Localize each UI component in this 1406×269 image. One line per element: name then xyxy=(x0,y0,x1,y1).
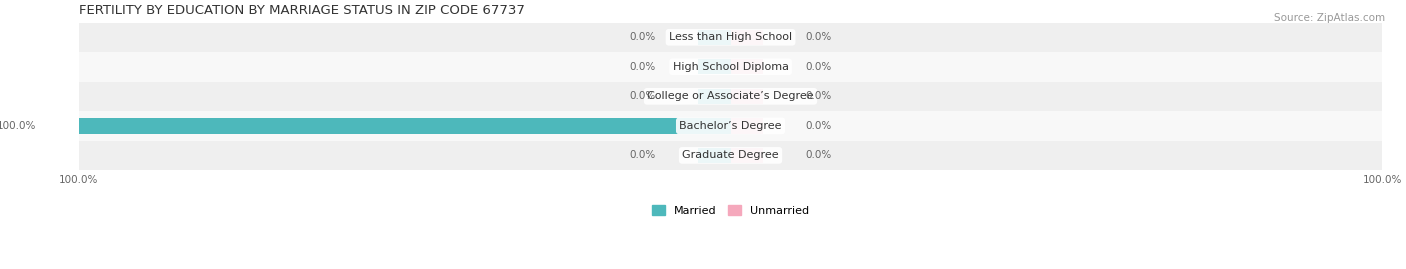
Text: Source: ZipAtlas.com: Source: ZipAtlas.com xyxy=(1274,13,1385,23)
Bar xyxy=(79,111,1382,141)
Text: High School Diploma: High School Diploma xyxy=(672,62,789,72)
Bar xyxy=(79,82,1382,111)
Text: 0.0%: 0.0% xyxy=(806,121,832,131)
Text: 0.0%: 0.0% xyxy=(630,150,655,160)
Bar xyxy=(697,59,731,75)
Text: 100.0%: 100.0% xyxy=(0,121,37,131)
Text: Graduate Degree: Graduate Degree xyxy=(682,150,779,160)
Text: College or Associate’s Degree: College or Associate’s Degree xyxy=(647,91,814,101)
Bar xyxy=(731,89,763,104)
Bar xyxy=(731,118,763,133)
Text: 0.0%: 0.0% xyxy=(806,91,832,101)
Bar xyxy=(79,23,1382,52)
Text: 0.0%: 0.0% xyxy=(630,32,655,42)
Bar xyxy=(697,148,731,163)
Text: 0.0%: 0.0% xyxy=(630,91,655,101)
Bar xyxy=(697,89,731,104)
Bar xyxy=(697,30,731,45)
Bar xyxy=(79,118,731,133)
Bar xyxy=(79,141,1382,170)
Bar xyxy=(731,59,763,75)
Text: FERTILITY BY EDUCATION BY MARRIAGE STATUS IN ZIP CODE 67737: FERTILITY BY EDUCATION BY MARRIAGE STATU… xyxy=(79,4,524,17)
Bar xyxy=(731,30,763,45)
Text: 0.0%: 0.0% xyxy=(806,150,832,160)
Bar xyxy=(79,52,1382,82)
Text: 0.0%: 0.0% xyxy=(630,62,655,72)
Text: 0.0%: 0.0% xyxy=(806,32,832,42)
Bar xyxy=(731,148,763,163)
Legend: Married, Unmarried: Married, Unmarried xyxy=(647,201,814,221)
Text: Less than High School: Less than High School xyxy=(669,32,792,42)
Text: 0.0%: 0.0% xyxy=(806,62,832,72)
Text: Bachelor’s Degree: Bachelor’s Degree xyxy=(679,121,782,131)
